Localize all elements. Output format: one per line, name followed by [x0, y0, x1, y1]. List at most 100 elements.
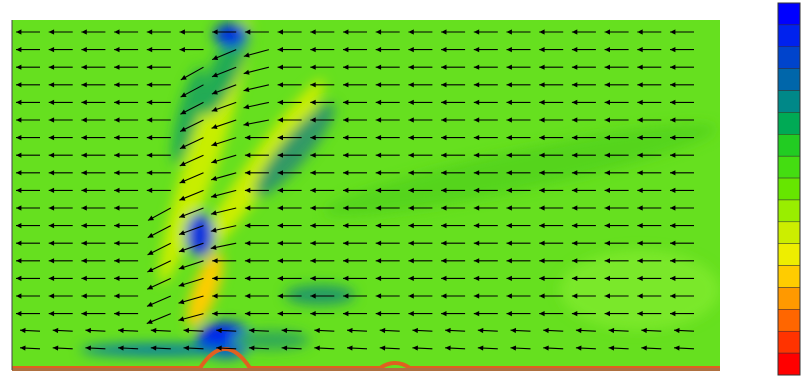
arrow-head	[314, 345, 320, 351]
arrow-head	[441, 293, 447, 299]
arrow-head	[670, 64, 676, 70]
arrow-head	[81, 152, 87, 158]
arrow-head	[539, 99, 545, 106]
arrow-head	[178, 247, 185, 253]
arrow-head	[408, 46, 414, 53]
arrow-head	[183, 345, 190, 351]
arrow-head	[243, 104, 250, 110]
arrow-head	[571, 99, 578, 106]
colorbar-segment	[777, 68, 801, 91]
colorbar-segment	[777, 177, 801, 201]
arrow-head	[277, 275, 284, 282]
arrow-head	[310, 134, 316, 141]
colorbar-segment	[777, 287, 801, 310]
arrow-head	[310, 117, 316, 123]
arrow-head	[343, 82, 349, 88]
arrow-head	[310, 64, 316, 70]
arrow-head	[16, 293, 22, 299]
arrow-head	[473, 152, 480, 158]
arrow-head	[81, 46, 87, 53]
colorbar-segment	[777, 352, 801, 376]
arrow-head	[375, 46, 382, 53]
arrow-head	[211, 141, 218, 147]
arrow-head	[379, 345, 386, 351]
arrow-head	[637, 205, 643, 211]
arrow-head	[146, 29, 153, 35]
arrow-head	[506, 170, 512, 176]
arrow-head	[473, 258, 480, 264]
arrow-head	[310, 170, 316, 176]
arrow-head	[477, 327, 484, 334]
arrow-head	[571, 258, 578, 264]
arrow-head	[248, 345, 255, 351]
arrow-head	[473, 293, 480, 299]
arrow-head	[506, 99, 512, 106]
arrow-head	[375, 275, 382, 282]
arrow-head	[277, 293, 284, 299]
arrow-head	[637, 187, 643, 194]
arrow-head	[637, 240, 643, 246]
arrow-head	[146, 134, 153, 141]
arrow-head	[441, 205, 447, 211]
arrow-head	[571, 82, 578, 88]
arrow-head	[16, 170, 22, 176]
arrow-head	[575, 345, 582, 351]
arrow-head	[310, 46, 316, 53]
arrow-head	[243, 52, 250, 58]
arrow-head	[114, 82, 120, 88]
arrow-head	[670, 275, 676, 282]
arrow-head	[506, 134, 512, 141]
arrow-head	[670, 99, 676, 106]
arrow-head	[473, 117, 480, 123]
arrow-head	[150, 327, 157, 334]
arrow-head	[608, 345, 615, 351]
arrow-head	[212, 55, 219, 60]
arrow-head	[473, 29, 480, 35]
arrow-head	[314, 327, 320, 334]
arrow-head	[375, 205, 382, 211]
colorbar-segment	[777, 46, 801, 69]
arrow-head	[277, 187, 284, 194]
arrow-head	[473, 170, 480, 176]
arrow-head	[114, 310, 120, 317]
arrow-head	[310, 222, 316, 229]
arrow-head	[571, 222, 578, 229]
arrow-head	[571, 29, 578, 35]
arrow-head	[48, 152, 55, 158]
arrow-head	[637, 170, 643, 176]
arrow-head	[180, 92, 187, 98]
arrow-head	[343, 46, 349, 53]
arrow-head	[441, 152, 447, 158]
arrow-head	[637, 152, 643, 158]
arrow-head	[408, 82, 414, 88]
arrow-head	[146, 170, 153, 176]
arrow-head	[310, 240, 316, 246]
arrow-head	[114, 222, 120, 229]
arrow-head	[441, 275, 447, 282]
arrow-head	[114, 99, 120, 106]
arrow-head	[641, 327, 647, 334]
arrow-head	[604, 222, 611, 229]
arrow-head	[510, 327, 517, 334]
arrow-head	[244, 240, 251, 246]
arrow-head	[441, 46, 447, 53]
arrow-head	[243, 121, 250, 127]
arrow-head	[539, 258, 545, 264]
arrow-head	[604, 293, 611, 299]
arrow-head	[473, 310, 480, 317]
arrow-head	[637, 82, 643, 88]
arrow-head	[441, 29, 447, 35]
arrow-head	[539, 275, 545, 282]
arrow-head	[670, 293, 676, 299]
arrow-head	[408, 205, 414, 211]
arrow-head	[277, 170, 284, 176]
arrow-head	[211, 124, 218, 130]
arrow-head	[539, 170, 545, 176]
arrow-head	[408, 293, 414, 299]
arrow-head	[539, 82, 545, 88]
arrow-head	[408, 240, 414, 246]
contour-field	[80, 20, 720, 358]
arrow-head	[506, 46, 512, 53]
arrow-head	[16, 222, 22, 229]
arrow-head	[16, 99, 22, 106]
